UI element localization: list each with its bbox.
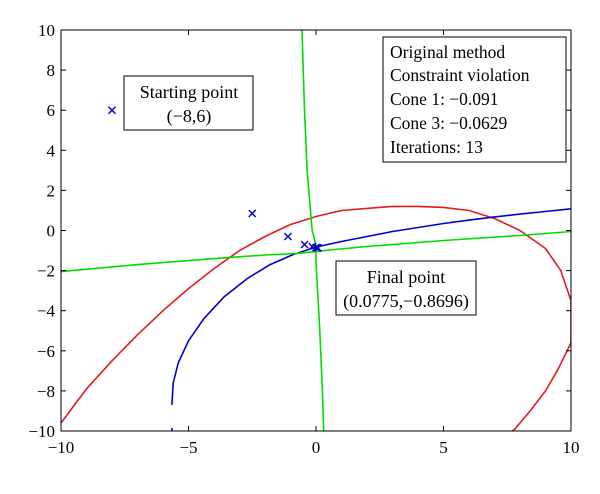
y-tick-label-10: 10 xyxy=(38,21,55,40)
y-tick-label-4: −2 xyxy=(37,262,55,281)
starting-point-annotation: Starting point (−8,6) xyxy=(123,75,254,131)
iterate-marker-3 xyxy=(300,240,309,249)
series-2-curve-2 xyxy=(61,230,571,273)
y-tick-label-1: −8 xyxy=(37,382,55,401)
iterate-markers-layer xyxy=(108,106,322,252)
y-tick-label-2: −6 xyxy=(37,342,55,361)
starting-point-box xyxy=(123,75,254,131)
plot-area-frame xyxy=(60,29,572,432)
series-2-curve-0 xyxy=(301,30,317,245)
iterate-marker-stroke-b xyxy=(108,106,116,115)
series-2-curve-1 xyxy=(315,244,325,431)
x-tick-label-0: −10 xyxy=(48,438,75,457)
y-tick-label-8: 6 xyxy=(47,101,56,120)
final-point-annotation: Final point (0.0775,−0.8696) xyxy=(335,260,477,316)
y-tick-label-7: 4 xyxy=(47,141,56,160)
final-point-label: Final point xyxy=(367,267,446,287)
iterate-marker-5 xyxy=(312,243,320,252)
final-point-box xyxy=(335,260,477,316)
iterate-marker-2 xyxy=(283,232,292,241)
method-info-box: Original method Constraint violation Con… xyxy=(382,36,567,163)
iterate-marker-stroke-b xyxy=(283,232,292,241)
series-0-curve-1 xyxy=(511,342,571,431)
iterate-marker-stroke-b xyxy=(248,209,257,218)
series-0-curve-0 xyxy=(61,205,571,424)
tick-layer: −10 −5 0 5 10 −10 −8 −6 −4 −2 0 2 4 6 8 10 xyxy=(28,21,579,457)
final-point-coords: (0.0775,−0.8696) xyxy=(343,291,469,312)
info-line-violation: Constraint violation xyxy=(390,65,530,85)
y-tick-label-3: −4 xyxy=(37,302,56,321)
x-tick-label-4: 10 xyxy=(563,438,580,457)
iterate-marker-stroke-b xyxy=(300,240,309,249)
info-line-iterations: Iterations: 13 xyxy=(390,137,483,157)
y-tick-label-0: −10 xyxy=(28,422,55,441)
x-tick-label-2: 0 xyxy=(312,438,321,457)
x-tick-label-1: −5 xyxy=(179,438,197,457)
y-tick-label-9: 8 xyxy=(47,61,56,80)
iterate-marker-stroke-b xyxy=(312,243,320,252)
iterate-marker-stroke-b xyxy=(313,243,322,252)
iterate-marker-0 xyxy=(108,106,116,115)
y-tick-label-5: 0 xyxy=(47,222,56,241)
info-line-cone3: Cone 3: −0.0629 xyxy=(390,113,508,133)
y-tick-label-6: 2 xyxy=(47,181,56,200)
iterate-marker-8 xyxy=(313,243,322,252)
starting-point-label: Starting point xyxy=(140,82,239,102)
starting-point-coords: (−8,6) xyxy=(167,106,212,127)
x-tick-label-3: 5 xyxy=(439,438,448,457)
method-info-frame xyxy=(382,36,567,163)
info-line-cone1: Cone 1: −0.091 xyxy=(390,89,499,109)
iterate-marker-1 xyxy=(248,209,257,218)
info-line-method: Original method xyxy=(390,42,505,62)
